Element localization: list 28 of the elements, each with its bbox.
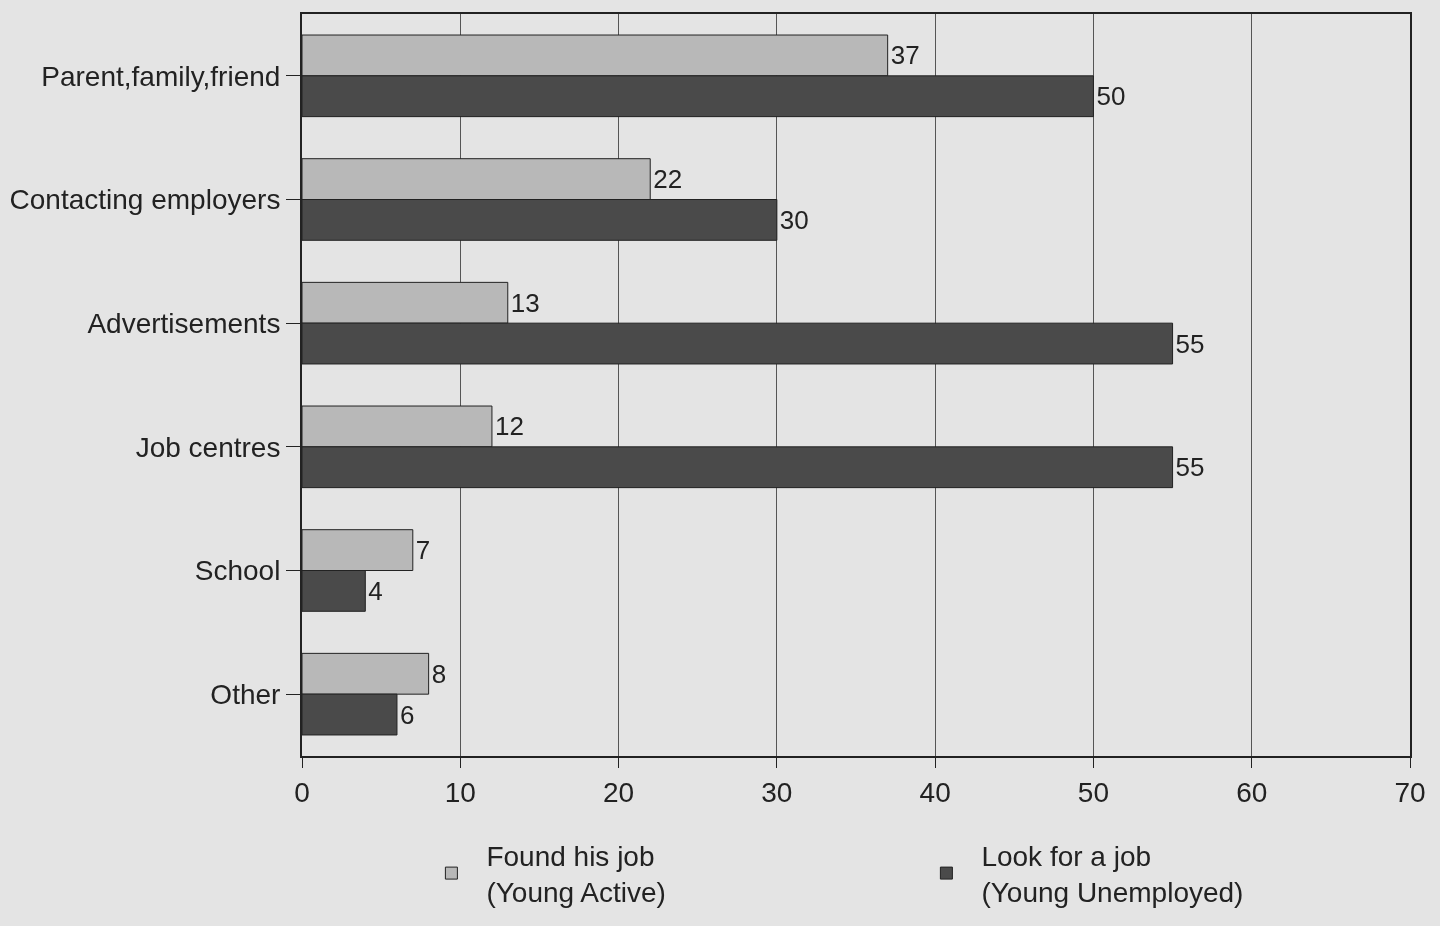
data-label: 8 [431, 658, 447, 689]
y-tick-label: Contacting employers [9, 184, 281, 216]
data-label: 13 [510, 287, 540, 318]
data-label: 12 [494, 411, 524, 442]
data-label: 50 [1096, 81, 1126, 112]
x-tick-label: 20 [602, 776, 635, 808]
x-tick-label: 60 [1236, 776, 1268, 808]
data-label: 55 [1175, 452, 1205, 483]
data-label: 37 [890, 40, 920, 71]
data-label: 7 [415, 535, 431, 566]
legend-label: Look for a job (Young Unemployed) [981, 840, 1244, 909]
x-tick-label: 50 [1077, 776, 1110, 808]
data-label: 22 [653, 164, 683, 195]
y-tick-label: Parent,family,friend [41, 60, 281, 92]
data-label: 4 [368, 575, 383, 606]
x-tick-label: 0 [294, 776, 310, 808]
data-label: 30 [779, 204, 809, 235]
y-tick-label: Advertisements [87, 307, 281, 339]
x-tick-label: 10 [444, 776, 476, 808]
y-tick-label: Job centres [135, 431, 281, 463]
y-tick-label: School [194, 555, 281, 587]
x-tick-label: 70 [1394, 776, 1426, 808]
data-label: 55 [1175, 328, 1205, 359]
data-label: 6 [399, 699, 415, 730]
y-tick-label: Other [210, 678, 281, 710]
x-tick-label: 30 [761, 776, 793, 808]
legend-label: Found his job (Young Active) [486, 840, 666, 909]
x-tick-label: 40 [919, 776, 951, 808]
